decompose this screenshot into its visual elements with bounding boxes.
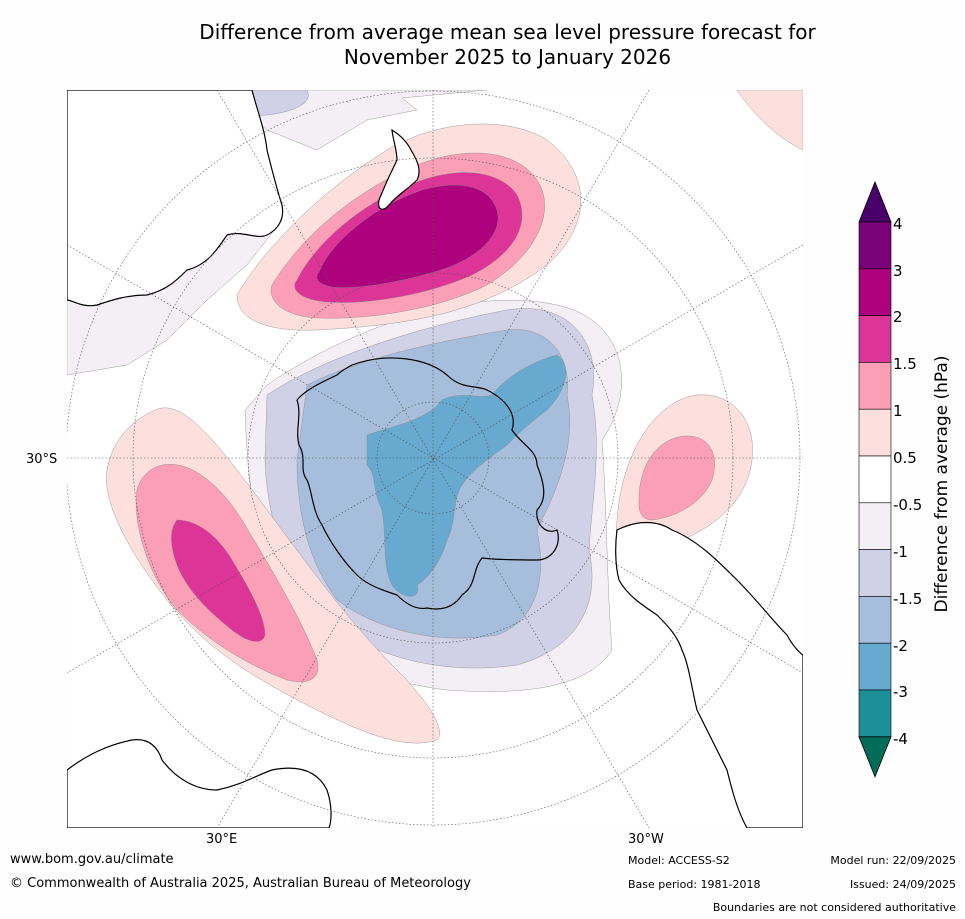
footer-issued: Issued: 24/09/2025 [849,878,956,891]
footer-model: Model: ACCESS-S2 [628,854,730,867]
colorbar-tick: -4 [893,730,908,748]
colorbar-extend-bottom [858,736,892,778]
title-line-2: November 2025 to January 2026 [343,45,672,69]
colorbar-tick: 0.5 [893,449,917,467]
colorbar-tick: 2 [893,308,903,326]
graticule [67,90,803,828]
colorbar-bin [858,549,892,597]
colorbar-tick: -1 [893,543,908,561]
colorbar [855,180,895,785]
colorbar-bin [858,642,892,691]
colorbar-bin [858,596,892,644]
footer-website: www.bom.gov.au/climate [10,852,174,867]
anomaly-pos-1-atlantic [638,435,715,521]
anomaly-pos-0-5-northeast [736,90,803,151]
anomaly-pos-1-5-indian [171,519,266,642]
title-line-1: Difference from average mean sea level p… [199,20,816,44]
anomaly-neg-2 [366,354,566,597]
colorbar-tick: -3 [893,683,908,701]
colorbar-tick: 1 [893,402,903,420]
lon-30w-label: 30°W [628,832,664,847]
chart-title: Difference from average mean sea level p… [100,20,915,70]
colorbar-tick: -2 [893,637,908,655]
south-america-coastline [615,521,803,828]
lon-30e-label: 30°E [206,832,238,847]
colorbar-tick: 3 [893,262,903,280]
colorbar-bin [858,268,892,316]
colorbar-graphic [858,180,892,778]
footer-base-period: Base period: 1981-2018 [628,878,761,891]
lat-30s-label: 30°S [26,452,58,467]
antarctica-coastline [296,357,559,610]
map-canvas [67,90,803,828]
colorbar-tick: 1.5 [893,355,917,373]
colorbar-tick: 4 [893,215,903,233]
footer-copyright: © Commonwealth of Australia 2025, Austra… [10,876,471,891]
colorbar-bin [858,315,892,363]
colorbar-title: Difference from average (hPa) [932,355,952,613]
colorbar-tick: -1.5 [893,590,923,608]
colorbar-tick: -0.5 [893,496,923,514]
australia-coastline [67,90,284,307]
pressure-anomaly-map [67,90,803,828]
colorbar-bin [858,502,892,550]
africa-coastline [67,739,332,828]
colorbar-bin [858,455,892,504]
colorbar-bin [858,362,892,410]
footer-model-run: Model run: 22/09/2025 [830,854,956,867]
colorbar-bin [858,221,892,270]
footer-disclaimer: Boundaries are not considered authoritat… [712,901,956,914]
colorbar-extend-top [858,180,892,223]
colorbar-bin [858,689,892,738]
colorbar-bin [858,408,892,457]
